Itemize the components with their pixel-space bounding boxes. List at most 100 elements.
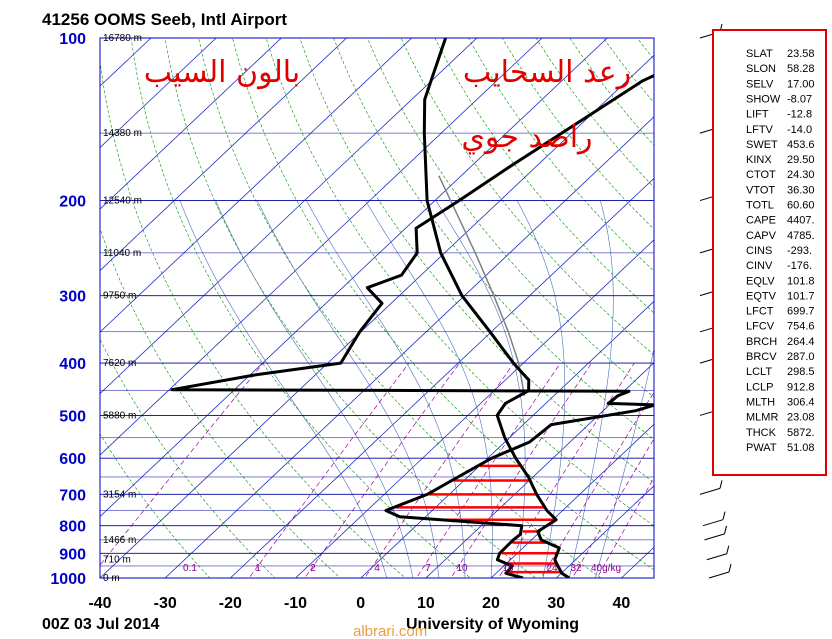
mixing-ratio-line [596, 477, 654, 578]
pressure-tick-label: 300 [59, 289, 86, 306]
mixing-ratio-line [450, 362, 592, 578]
wind-barb [702, 511, 726, 527]
mixing-ratio-line [304, 362, 460, 578]
index-name: LFTV [746, 124, 774, 136]
pressure-tick-label: 500 [59, 408, 86, 425]
index-name: BRCH [746, 336, 777, 348]
height-label: 5880 m [103, 410, 136, 421]
wind-barb-staff [699, 487, 721, 495]
wind-barb-flag [728, 563, 732, 573]
temperature-tick-label: 20 [482, 595, 500, 612]
dry-adiabat [232, 38, 654, 571]
height-label: 1466 m [103, 535, 136, 546]
temperature-tick-label: -10 [284, 595, 307, 612]
isotherm-line [100, 38, 282, 210]
index-value: 306.4 [787, 396, 815, 408]
index-value: 24.30 [787, 169, 815, 181]
index-value: 23.08 [787, 412, 815, 424]
index-name: SLAT [746, 48, 773, 60]
index-name: CINV [746, 260, 773, 272]
sounding-profiles [170, 38, 654, 578]
dry-adiabat [265, 38, 654, 527]
index-value: 4785. [787, 230, 815, 242]
dry-adiabat [367, 38, 654, 398]
isotherm-line [100, 38, 348, 272]
mixing-ratio-line [498, 362, 635, 578]
dry-adiabat [434, 38, 654, 314]
index-name: SLON [746, 63, 776, 75]
index-name: TOTL [746, 200, 774, 212]
dry-adiabat [100, 433, 211, 578]
index-value: 101.8 [787, 275, 815, 287]
mixing-ratio-line [248, 362, 410, 578]
index-value: 23.58 [787, 48, 815, 60]
index-value: 101.7 [787, 290, 815, 302]
index-value: -14.0 [787, 124, 812, 136]
index-value: -293. [787, 245, 812, 257]
index-name: SHOW [746, 93, 781, 105]
wind-barb-staff [708, 571, 730, 579]
index-name: LCLP [746, 381, 774, 393]
dewpoint-profile [170, 73, 654, 578]
mixing-ratio-label: 24 [546, 563, 558, 574]
plot-frame [99, 37, 655, 579]
temperature-profile [422, 38, 571, 578]
temperature-tick-label: 40 [613, 595, 631, 612]
isotherm-line [100, 38, 478, 395]
pressure-tick-label: 700 [59, 487, 86, 504]
wind-barb-flag [719, 480, 723, 489]
dry-adiabat [198, 38, 602, 578]
index-value: 264.4 [787, 336, 815, 348]
index-value: 912.8 [787, 381, 815, 393]
index-value: 5872. [787, 427, 815, 439]
index-name: CINS [746, 245, 772, 257]
isotherm-line [100, 38, 608, 518]
temperature-tick-label: -30 [154, 595, 177, 612]
overlay-top-left: بالون السيب [144, 55, 300, 90]
mixing-ratio-line [100, 362, 264, 566]
index-value: 29.50 [787, 154, 815, 166]
index-value: 699.7 [787, 306, 815, 318]
height-label: 16780 m [103, 33, 142, 44]
mixing-ratio-label: 40g/kg [591, 563, 621, 574]
diagram-grid [100, 38, 654, 578]
index-value: 58.28 [787, 63, 815, 75]
index-name: LCLT [746, 366, 772, 378]
wind-barb [699, 480, 723, 495]
mixing-ratio-line [540, 391, 654, 578]
index-value: 17.00 [787, 78, 815, 90]
mixing-ratio-label: 4 [374, 563, 380, 574]
indices-box [712, 29, 827, 476]
wind-barb [708, 563, 732, 579]
index-value: 453.6 [787, 139, 815, 151]
temperature-tick-label: 10 [417, 595, 435, 612]
height-label: 14380 m [103, 128, 142, 139]
mixing-ratio-line [364, 362, 515, 578]
arabic-overlay: بالون السيب رعد السحايب راصد جوي [144, 55, 631, 155]
source-label: University of Wyoming [406, 616, 579, 633]
wind-barb-flag [724, 525, 727, 535]
pressure-tick-label: 200 [59, 194, 86, 211]
isotherm-line [229, 177, 654, 578]
chart-title: 41256 OOMS Seeb, Intl Airport [42, 10, 287, 29]
index-name: VTOT [746, 184, 775, 196]
wind-barb-staff [706, 553, 727, 561]
index-name: MLTH [746, 396, 775, 408]
height-label: 0 m [103, 573, 120, 584]
timestamp: 00Z 03 Jul 2014 [42, 616, 160, 633]
moist-adiabat [569, 200, 614, 578]
pressure-tick-label: 600 [59, 451, 86, 468]
isotherm-line [100, 38, 543, 456]
mixing-ratio-label: 0.1 [183, 563, 197, 574]
index-value: 51.08 [787, 442, 815, 454]
index-name: SWET [746, 139, 778, 151]
mixing-ratio-line [415, 362, 561, 578]
index-name: SELV [746, 78, 774, 90]
index-name: BRCV [746, 351, 777, 363]
wind-barb [704, 525, 727, 541]
height-label: 710 m [103, 555, 131, 566]
isotherm-line [100, 38, 217, 149]
indices-list: SLAT 23.58 SLON 58.28 SELV 17.00 SHOW -8.07 LIFT… [746, 48, 815, 454]
index-name: CAPE [746, 215, 776, 227]
